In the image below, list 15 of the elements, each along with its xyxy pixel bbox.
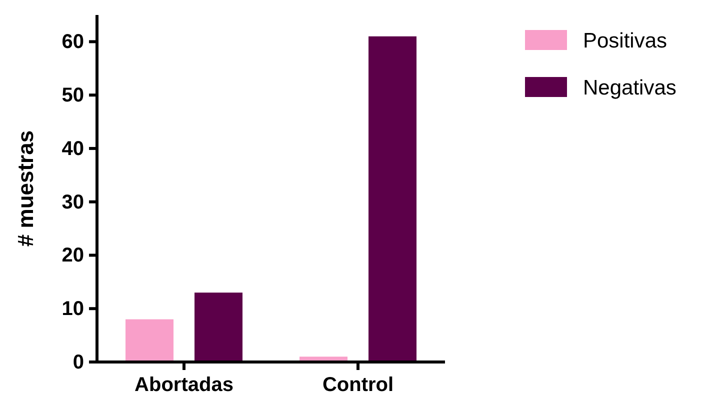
y-tick-label: 10 (62, 298, 84, 320)
y-tick-label: 60 (62, 31, 84, 54)
legend-label: Negativas (583, 76, 676, 100)
y-tick-label: 20 (62, 244, 84, 267)
y-tick-label: 50 (62, 84, 84, 106)
bar (194, 292, 242, 362)
x-tick-label: Control (322, 374, 394, 396)
bar (126, 319, 174, 362)
y-tick-label: 30 (62, 191, 84, 214)
legend-label: Positivas (583, 29, 668, 52)
bar (368, 36, 416, 362)
y-tick-label: 0 (72, 351, 84, 374)
y-tick-label: 40 (62, 138, 84, 160)
x-tick-label: Abortadas (134, 374, 234, 396)
y-axis-title: # muestras (13, 130, 38, 247)
